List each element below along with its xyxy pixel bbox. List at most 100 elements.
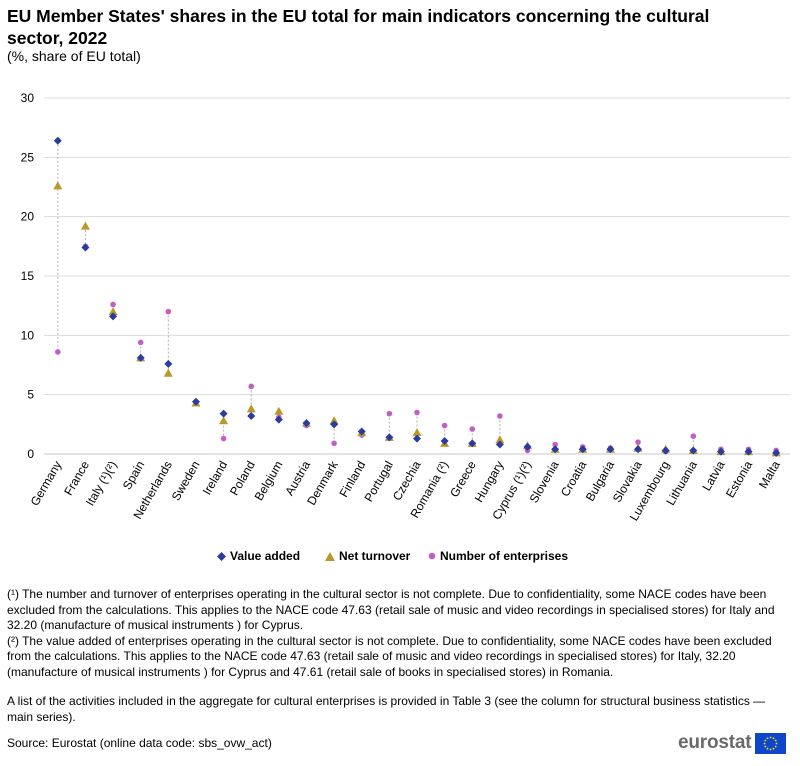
value-added-point-13 [413, 434, 421, 443]
number-of-enterprises-point-12 [386, 410, 393, 417]
net-turnover-point-7 [246, 404, 256, 413]
value-added-point-7 [247, 412, 256, 421]
y-tick-label-20: 20 [21, 210, 35, 224]
value-added-point-5 [191, 397, 200, 406]
y-tick-label-10: 10 [21, 328, 35, 342]
flag-star [775, 739, 777, 741]
net-turnover-point-13 [412, 428, 422, 437]
number-of-enterprises-point-13 [414, 409, 420, 416]
number-of-enterprises-point-15 [469, 426, 476, 432]
footnote-3: A list of the activities included in the… [7, 694, 766, 724]
value-added-point-12 [385, 433, 394, 442]
value-added-point-20 [606, 445, 615, 454]
value-added-point-22 [661, 446, 670, 455]
value-added-point-3 [136, 353, 145, 362]
value-added-point-24 [716, 447, 725, 456]
value-added-point-9 [302, 419, 311, 428]
net-turnover-point-0 [53, 181, 63, 190]
y-axis-tick-labels: 0 5 10 15 20 25 30 [21, 91, 35, 461]
value-added-point-19 [578, 445, 587, 454]
flag-star [772, 736, 775, 739]
legend-label-number-of-enterprises: Number of enterprises [440, 549, 569, 563]
x-category-label-24: Latvia [699, 458, 727, 493]
x-category-label-0: Germany [28, 459, 65, 509]
range-connectors [57, 140, 777, 453]
triangle-marker-icon [325, 551, 335, 561]
circle-marker-icon [428, 552, 436, 560]
gridlines [44, 97, 790, 455]
x-category-label-6: Ireland [200, 459, 230, 498]
legend-item-number-of-enterprises: Number of enterprises [428, 549, 568, 563]
eu-flag-icon [755, 732, 787, 754]
net-turnover-point-6 [219, 416, 229, 425]
legend-item-value-added: Value added [217, 549, 300, 563]
flag-star [764, 745, 767, 747]
flag-star [764, 739, 767, 741]
legend-label-value-added: Value added [230, 549, 301, 563]
net-turnover-point-16 [495, 435, 505, 444]
value-added-point-4 [164, 359, 173, 368]
net-turnover-point-2 [108, 307, 118, 316]
diamond-marker-icon [217, 551, 226, 561]
number-of-enterprises-point-18 [552, 441, 558, 448]
net-turnover-point-4 [163, 368, 173, 377]
value-added-point-6 [219, 409, 228, 418]
flag-star [766, 736, 769, 739]
value-added-point-18 [551, 445, 560, 454]
number-of-enterprises-point-14 [441, 422, 448, 429]
value-added-point-17 [523, 442, 532, 451]
number-of-enterprises-point-6 [220, 435, 227, 442]
value-added-point-23 [689, 446, 698, 455]
flag-star [766, 747, 769, 750]
x-category-label-25: Estonia [723, 458, 755, 500]
value-added-point-1 [81, 243, 90, 252]
net-turnover-point-10 [329, 416, 339, 425]
number-of-enterprises-point-0 [55, 349, 61, 355]
flag-star [772, 747, 775, 750]
y-tick-label-25: 25 [21, 150, 35, 164]
value-added-point-15 [468, 439, 477, 448]
value-added-point-8 [274, 415, 283, 424]
value-added-point-26 [772, 448, 781, 457]
number-of-enterprises-point-3 [137, 339, 144, 346]
chart-title: EU Member States' shares in the EU total… [7, 6, 710, 48]
x-category-label-3: Spain [120, 459, 147, 493]
y-tick-label-15: 15 [21, 269, 35, 283]
number-of-enterprises-point-2 [110, 301, 116, 308]
x-category-label-26: Malta [756, 458, 783, 491]
number-of-enterprises-point-16 [497, 413, 503, 419]
flag-star [769, 748, 772, 750]
eurostat-logo-text: eurostat [678, 732, 752, 753]
flag-star [769, 736, 772, 738]
footnotes: (¹) The number and turnover of enterpris… [7, 587, 792, 725]
value-added-point-0 [53, 136, 62, 145]
data-points [53, 136, 781, 457]
source-note: Source: Eurostat (online data code: sbs_… [7, 736, 272, 750]
eurostat-logo: eurostat [678, 732, 787, 754]
number-of-enterprises-point-4 [165, 308, 172, 315]
net-turnover-point-1 [80, 221, 90, 230]
y-tick-label-5: 5 [27, 388, 34, 402]
y-tick-label-0: 0 [27, 447, 34, 461]
value-added-point-11 [357, 427, 366, 436]
flag-star [775, 745, 777, 747]
net-turnover-point-8 [274, 406, 284, 415]
value-added-point-16 [495, 440, 504, 449]
value-added-point-14 [440, 436, 449, 445]
number-of-enterprises-point-10 [331, 440, 337, 447]
value-added-point-2 [109, 312, 118, 321]
legend-item-net-turnover: Net turnover [325, 549, 410, 563]
flag-star [763, 742, 766, 744]
chart-subtitle: (%, share of EU total) [7, 48, 141, 64]
y-tick-label-30: 30 [21, 91, 35, 105]
footnote-1: (¹) The number and turnover of enterpris… [7, 587, 775, 632]
number-of-enterprises-point-21 [635, 439, 641, 445]
number-of-enterprises-point-23 [690, 433, 697, 440]
footnote-2: (²) The value added of enterprises opera… [7, 633, 772, 679]
value-added-point-10 [330, 420, 339, 429]
value-added-point-25 [744, 447, 753, 456]
legend-label-net-turnover: Net turnover [339, 549, 411, 563]
value-added-point-21 [634, 445, 643, 454]
